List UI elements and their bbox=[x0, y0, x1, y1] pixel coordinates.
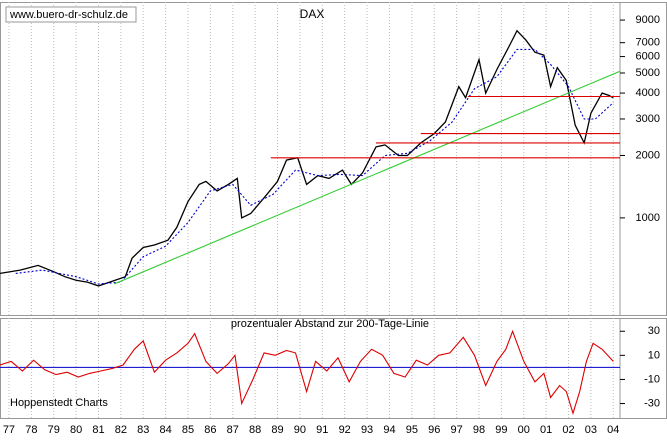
x-tick-label: 01 bbox=[540, 424, 552, 436]
data-line bbox=[15, 48, 614, 285]
y-tick-label: -10 bbox=[644, 373, 660, 385]
data-line bbox=[0, 329, 614, 416]
chart-title: DAX bbox=[300, 7, 325, 21]
y-tick-label: 5000 bbox=[636, 67, 660, 79]
x-tick-label: 04 bbox=[607, 424, 619, 436]
y-tick-label: 1000 bbox=[636, 212, 660, 224]
x-tick-label: 89 bbox=[271, 424, 283, 436]
x-tick-label: 77 bbox=[3, 424, 15, 436]
x-tick-label: 96 bbox=[428, 424, 440, 436]
x-tick-label: 93 bbox=[361, 424, 373, 436]
x-tick-label: 78 bbox=[25, 424, 37, 436]
x-tick-label: 79 bbox=[48, 424, 60, 436]
x-tick-label: 87 bbox=[227, 424, 239, 436]
x-tick-label: 00 bbox=[518, 424, 530, 436]
x-tick-label: 99 bbox=[495, 424, 507, 436]
x-tick-label: 85 bbox=[182, 424, 194, 436]
y-tick-label: 2000 bbox=[636, 149, 660, 161]
y-tick-label: 3000 bbox=[636, 113, 660, 125]
x-tick-label: 86 bbox=[204, 424, 216, 436]
y-tick-label: 4000 bbox=[636, 87, 660, 99]
y-tick-label: 30 bbox=[648, 325, 660, 337]
data-line bbox=[0, 29, 614, 287]
x-tick-label: 97 bbox=[450, 424, 462, 436]
y-tick-label: 6000 bbox=[636, 50, 660, 62]
x-tick-label: 88 bbox=[249, 424, 261, 436]
x-tick-label: 91 bbox=[316, 424, 328, 436]
x-tick-label: 98 bbox=[473, 424, 485, 436]
y-tick-label: 7000 bbox=[636, 37, 660, 49]
y-tick-label: 10 bbox=[648, 349, 660, 361]
x-tick-label: 90 bbox=[294, 424, 306, 436]
data-line bbox=[113, 70, 621, 285]
x-tick-label: 80 bbox=[70, 424, 82, 436]
x-tick-label: 82 bbox=[115, 424, 127, 436]
x-tick-label: 81 bbox=[92, 424, 104, 436]
x-tick-label: 02 bbox=[562, 424, 574, 436]
source-label: www.buero-dr-schulz.de bbox=[9, 9, 128, 21]
y-tick-label: 9000 bbox=[636, 14, 660, 26]
x-tick-label: 84 bbox=[160, 424, 172, 436]
x-tick-label: 92 bbox=[339, 424, 351, 436]
source-box bbox=[5, 6, 137, 23]
x-tick-label: 83 bbox=[137, 424, 149, 436]
x-tick-label: 94 bbox=[383, 424, 395, 436]
x-tick-label: 95 bbox=[406, 424, 418, 436]
annotation: Hoppenstedt Charts bbox=[10, 397, 108, 409]
x-tick-label: 03 bbox=[585, 424, 597, 436]
panel-title: prozentualer Abstand zur 200-Tage-Linie bbox=[231, 318, 429, 330]
y-tick-label: -30 bbox=[644, 397, 660, 409]
